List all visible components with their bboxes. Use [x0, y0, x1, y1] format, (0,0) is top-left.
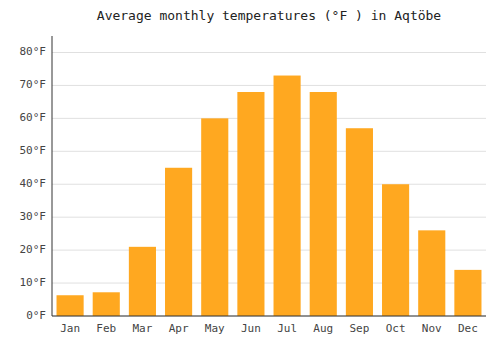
y-tick-label: 10°F — [20, 276, 47, 289]
x-axis: Jan Feb Mar Apr May Jun Jul Aug Sep Oct Nov Dec — [60, 322, 478, 335]
bar — [418, 230, 445, 316]
bars — [57, 76, 482, 316]
grid-line — [52, 151, 486, 152]
bar — [57, 295, 84, 316]
bar — [237, 92, 264, 316]
grid-line — [52, 85, 486, 86]
y-tick-label: 60°F — [20, 111, 47, 124]
grid-line — [52, 52, 486, 53]
bar — [93, 292, 120, 316]
y-axis: 0°F 10°F 20°F 30°F 40°F 50°F 60°F 70°F 80°F — [20, 45, 487, 322]
x-tick-label: May — [205, 322, 225, 335]
x-tick-label: Feb — [96, 322, 116, 335]
bar — [454, 270, 481, 316]
chart-container: Average monthly temperatures (°F ) in Aq… — [0, 0, 500, 350]
x-tick-label: Nov — [422, 322, 442, 335]
bar — [129, 247, 156, 316]
bar — [274, 76, 301, 316]
bar — [346, 128, 373, 316]
y-tick-label: 40°F — [20, 177, 47, 190]
bar — [201, 118, 228, 316]
x-tick-label: Jan — [60, 322, 80, 335]
bar — [310, 92, 337, 316]
bar — [165, 168, 192, 316]
x-tick-label: Oct — [386, 322, 406, 335]
x-tick-label: Apr — [169, 322, 189, 335]
bar — [382, 184, 409, 316]
y-tick-label: 50°F — [20, 144, 47, 157]
y-tick-label: 20°F — [20, 243, 47, 256]
x-tick-label: Aug — [313, 322, 333, 335]
x-tick-label: Mar — [132, 322, 152, 335]
grid-line — [52, 118, 486, 119]
x-tick-label: Sep — [349, 322, 369, 335]
chart: Average monthly temperatures (°F ) in Aq… — [0, 0, 500, 350]
grid-line — [52, 184, 486, 185]
title: Average monthly temperatures (°F ) in Aq… — [97, 8, 442, 23]
x-tick-label: Dec — [458, 322, 478, 335]
y-tick-label: 70°F — [20, 78, 47, 91]
y-tick-label: 30°F — [20, 210, 47, 223]
grid-line — [52, 316, 486, 317]
x-tick-label: Jul — [277, 322, 297, 335]
x-tick-label: Jun — [241, 322, 261, 335]
y-tick-label: 80°F — [20, 45, 47, 58]
y-axis-line — [52, 36, 53, 316]
x-axis-line — [52, 316, 486, 317]
y-tick-label: 0°F — [26, 309, 46, 322]
grid-line — [52, 217, 486, 218]
